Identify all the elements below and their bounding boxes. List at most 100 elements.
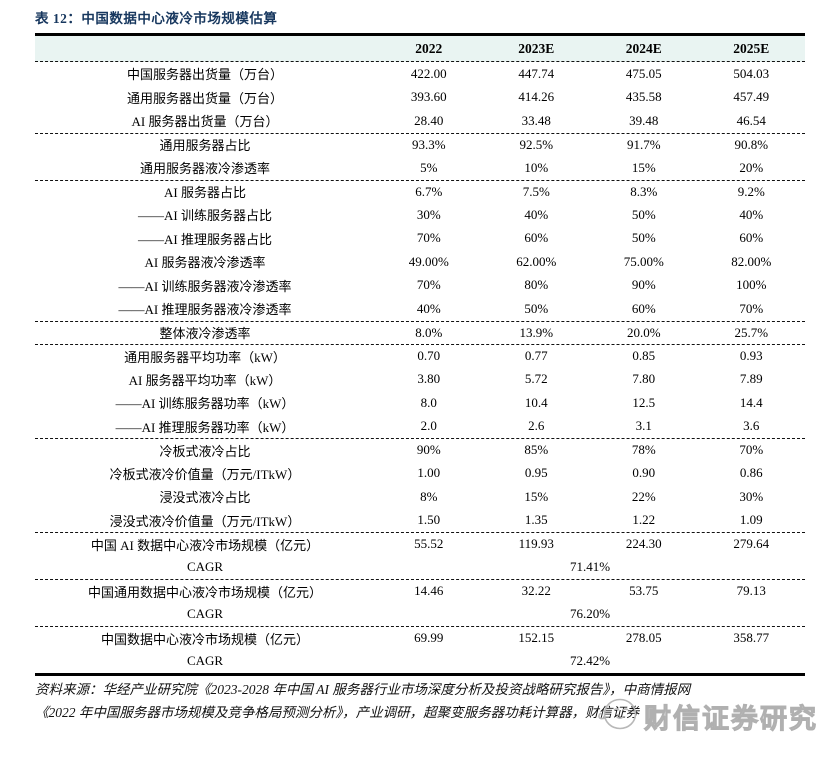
cell-value: 79.13 <box>736 583 766 599</box>
table-row: 通用服务器出货量（万台） 393.60 414.26 435.58 457.49 <box>35 86 805 110</box>
source-note-line-1: 资料来源：华经产业研究院《2023-2028 年中国 AI 服务器行业市场深度分… <box>35 682 691 697</box>
row-label: 中国数据中心液冷市场规模（亿元） <box>100 631 309 647</box>
table-row: 冷板式液冷价值量（万元/ITkW） 1.00 0.95 0.90 0.86 <box>35 462 805 486</box>
cell-value: 152.15 <box>518 630 555 646</box>
cell-value: 358.77 <box>733 630 770 646</box>
table-row: CAGR 71.41% <box>35 556 805 580</box>
table-row: 通用服务器平均功率（kW） 0.70 0.77 0.85 0.93 <box>35 344 805 368</box>
cell-value: 3.6 <box>743 418 760 434</box>
cell-value: 53.75 <box>629 583 659 599</box>
row-label: 通用服务器占比 <box>159 138 251 154</box>
table-row: CAGR 76.20% <box>35 603 805 627</box>
table-row: 冷板式液冷占比 90% 85% 78% 70% <box>35 438 805 462</box>
cell-value: 46.54 <box>736 112 766 128</box>
cell-value: 70% <box>416 277 441 293</box>
cell-value: 2.6 <box>528 418 545 434</box>
cell-value: 7.89 <box>739 371 763 387</box>
cell-value: 22% <box>631 488 656 504</box>
cell-value: 50% <box>631 230 656 246</box>
row-label: ——AI 训练服务器功率（kW） <box>115 396 295 412</box>
table-row: 中国服务器出货量（万台） 422.00 447.74 475.05 504.03 <box>35 62 805 86</box>
cell-value: 69.99 <box>414 630 444 646</box>
cell-value: 5.72 <box>524 371 548 387</box>
cagr-value: 72.42% <box>569 653 611 669</box>
cell-value: 119.93 <box>518 536 554 552</box>
cell-value: 435.58 <box>625 89 662 105</box>
cell-value: 6.7% <box>415 183 443 199</box>
row-label: CAGR <box>186 653 224 669</box>
table-row: 中国通用数据中心液冷市场规模（亿元） 14.46 32.22 53.75 79.13 <box>35 579 805 603</box>
cell-value: 40% <box>739 206 764 222</box>
cell-value: 85% <box>524 442 549 458</box>
column-header-2022: 2022 <box>415 40 443 56</box>
row-label: 浸没式液冷价值量（万元/ITkW） <box>109 513 301 529</box>
cell-value: 70% <box>739 300 764 316</box>
table-row: ——AI 训练服务器功率（kW） 8.0 10.4 12.5 14.4 <box>35 391 805 415</box>
cell-value: 393.60 <box>410 89 447 105</box>
row-label: 整体液冷渗透率 <box>159 326 251 342</box>
cell-value: 10% <box>524 159 549 175</box>
table-caption: 表 12：中国数据中心液冷市场规模估算 <box>35 11 278 26</box>
cell-value: 62.00% <box>516 253 557 269</box>
cell-value: 100% <box>736 277 767 293</box>
table-row: 浸没式液冷占比 8% 15% 22% 30% <box>35 485 805 509</box>
cell-value: 8.0 <box>420 394 437 410</box>
table-row: AI 服务器出货量（万台） 28.40 33.48 39.48 46.54 <box>35 109 805 133</box>
row-label: ——AI 训练服务器占比 <box>138 208 272 224</box>
cell-value: 60% <box>631 300 656 316</box>
row-label: 通用服务器出货量（万台） <box>126 90 283 106</box>
column-header-2023e: 2023E <box>518 40 555 56</box>
source-note-line-2: 《2022 年中国服务器市场规模及竞争格局预测分析》，产业调研，超聚变服务器功耗… <box>35 705 640 720</box>
table-row: AI 服务器平均功率（kW） 3.80 5.72 7.80 7.89 <box>35 368 805 392</box>
cell-value: 60% <box>739 230 764 246</box>
row-label: AI 服务器出货量（万台） <box>131 114 279 130</box>
row-label: ——AI 推理服务器液冷渗透率 <box>118 302 292 318</box>
table-row: 中国 AI 数据中心液冷市场规模（亿元） 55.52 119.93 224.30 279… <box>35 532 805 556</box>
cell-value: 1.00 <box>417 465 441 481</box>
cell-value: 414.26 <box>518 89 555 105</box>
cell-value: 30% <box>416 206 441 222</box>
cell-value: 92.5% <box>519 136 554 152</box>
cell-value: 0.70 <box>417 348 441 364</box>
table-row: CAGR 72.42% <box>35 650 805 674</box>
row-label: AI 服务器平均功率（kW） <box>128 372 282 388</box>
row-label: 通用服务器液冷渗透率 <box>139 161 270 177</box>
cell-value: 3.80 <box>417 371 441 387</box>
cell-value: 90.8% <box>734 136 769 152</box>
cell-value: 15% <box>631 159 656 175</box>
row-label: 中国服务器出货量（万台） <box>126 67 283 83</box>
cell-value: 7.5% <box>522 183 550 199</box>
source-note: 资料来源：华经产业研究院《2023-2028 年中国 AI 服务器行业市场深度分… <box>35 678 810 724</box>
cell-value: 504.03 <box>733 65 770 81</box>
cell-value: 32.22 <box>521 583 551 599</box>
column-header-2025e: 2025E <box>733 40 770 56</box>
cell-value: 12.5 <box>632 394 656 410</box>
cell-value: 75.00% <box>623 253 664 269</box>
table-row: ——AI 推理服务器液冷渗透率 40% 50% 60% 70% <box>35 297 805 321</box>
table-row: ——AI 训练服务器占比 30% 40% 50% 40% <box>35 203 805 227</box>
cell-value: 1.09 <box>739 512 763 528</box>
cell-value: 0.95 <box>524 465 548 481</box>
cell-value: 78% <box>631 442 656 458</box>
cell-value: 0.86 <box>739 465 763 481</box>
cell-value: 1.50 <box>417 512 441 528</box>
table-row: 通用服务器占比 93.3% 92.5% 91.7% 90.8% <box>35 132 805 157</box>
cell-value: 14.4 <box>739 394 763 410</box>
cell-value: 7.80 <box>632 371 656 387</box>
cell-value: 93.3% <box>411 136 446 152</box>
row-label: CAGR <box>186 559 224 575</box>
cell-value: 80% <box>524 277 549 293</box>
table-row: 中国数据中心液冷市场规模（亿元） 69.99 152.15 278.05 358.77 <box>35 626 805 650</box>
cell-value: 14.46 <box>414 583 444 599</box>
row-label: 通用服务器平均功率（kW） <box>124 349 286 365</box>
cell-value: 8.3% <box>630 183 658 199</box>
cell-value: 55.52 <box>414 536 444 552</box>
cell-value: 10.4 <box>524 394 548 410</box>
table-row: 整体液冷渗透率 8.0% 13.9% 20.0% 25.7% <box>35 320 805 345</box>
cell-value: 8.0% <box>415 324 443 340</box>
cell-value: 70% <box>739 442 764 458</box>
cell-value: 0.77 <box>524 348 548 364</box>
table-row: AI 服务器占比 6.7% 7.5% 8.3% 9.2% <box>35 179 805 204</box>
cell-value: 91.7% <box>626 136 661 152</box>
row-label: CAGR <box>186 606 224 622</box>
